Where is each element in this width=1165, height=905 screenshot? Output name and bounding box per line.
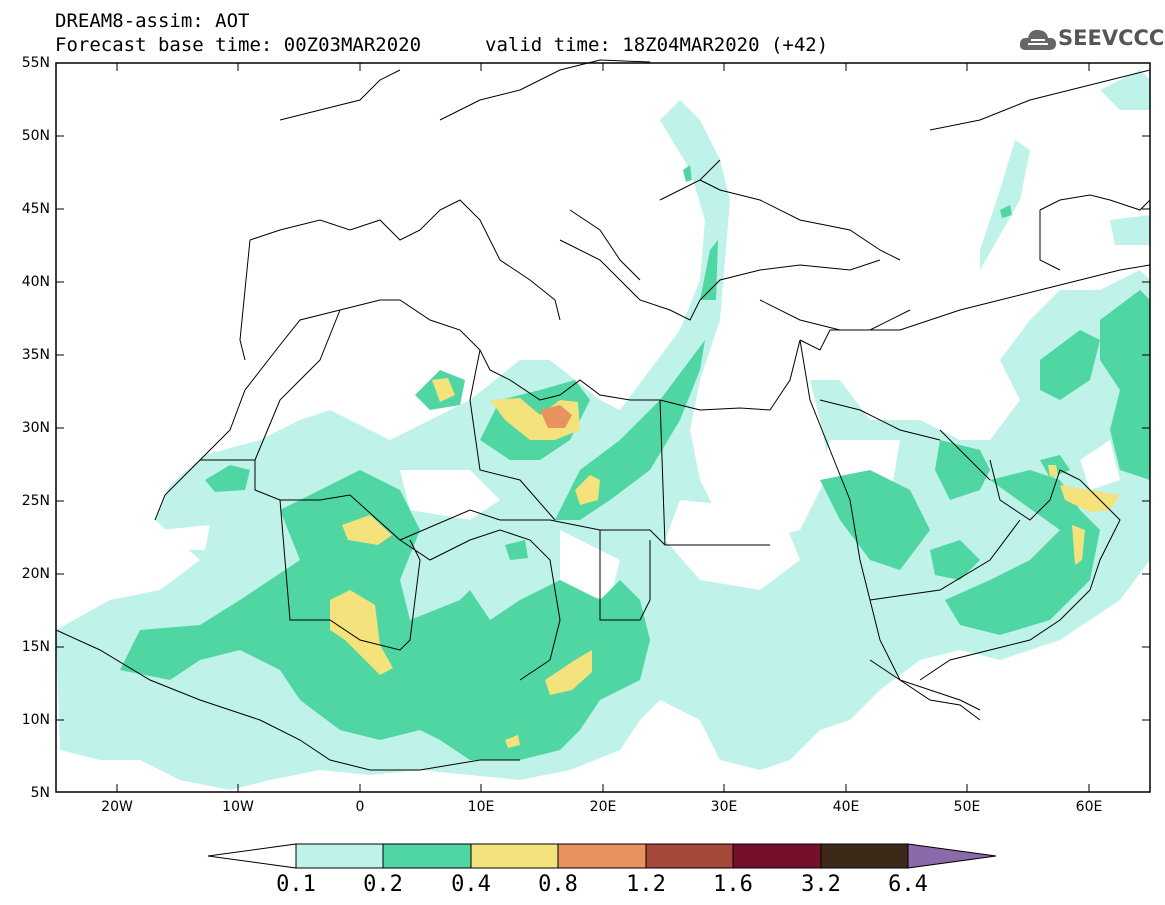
colorbar-bin-0.1-0.2 bbox=[295, 843, 384, 869]
axis-ticks bbox=[56, 62, 1150, 792]
colorbar-high-arrow bbox=[907, 843, 997, 869]
lat-label: 5N bbox=[30, 785, 50, 801]
lon-label: 40E bbox=[832, 799, 860, 815]
lat-label: 25N bbox=[21, 493, 50, 509]
colorbar-label: 0.4 bbox=[451, 872, 491, 897]
colorbar-label: 0.8 bbox=[538, 872, 578, 897]
seevccc-logo: SEEVCCC bbox=[1018, 24, 1164, 54]
lat-label: 20N bbox=[21, 566, 50, 582]
colorbar-bin-0.4-0.8 bbox=[470, 843, 559, 869]
lat-label: 50N bbox=[21, 128, 50, 144]
colorbar-bin-1.2-1.6 bbox=[645, 843, 734, 869]
colorbar-low-arrow bbox=[207, 843, 297, 869]
lat-label: 35N bbox=[21, 347, 50, 363]
lon-label: 0 bbox=[355, 799, 365, 815]
colorbar-bin-0.2-0.4 bbox=[382, 843, 472, 869]
colorbar-label: 3.2 bbox=[801, 872, 841, 897]
lat-label: 30N bbox=[21, 420, 50, 436]
lon-label: 50E bbox=[953, 799, 981, 815]
colorbar-label: 1.2 bbox=[626, 872, 666, 897]
colorbar bbox=[207, 843, 997, 869]
map-title: DREAM8-assim: AOT bbox=[55, 10, 250, 32]
colorbar-bin-1.6-3.2 bbox=[732, 843, 822, 869]
lat-label: 40N bbox=[21, 274, 50, 290]
lon-label: 60E bbox=[1075, 799, 1103, 815]
lon-label: 20E bbox=[589, 799, 617, 815]
lat-label: 55N bbox=[21, 55, 50, 71]
lon-label: 20W bbox=[101, 799, 133, 815]
coastlines bbox=[55, 59, 1151, 771]
lat-label: 10N bbox=[21, 712, 50, 728]
colorbar-label: 0.1 bbox=[276, 872, 316, 897]
aot-field bbox=[56, 70, 1150, 790]
logo-text: SEEVCCC bbox=[1058, 26, 1165, 50]
colorbar-label: 1.6 bbox=[713, 872, 753, 897]
lon-label: 10W bbox=[222, 799, 254, 815]
lon-label: 10E bbox=[467, 799, 495, 815]
colorbar-bin-0.8-1.2 bbox=[557, 843, 647, 869]
colorbar-bin-3.2-6.4 bbox=[820, 843, 909, 869]
valid-time: valid time: 18Z04MAR2020 (+42) bbox=[485, 34, 829, 56]
cloud-icon bbox=[1019, 29, 1056, 50]
lat-label: 45N bbox=[21, 201, 50, 217]
colorbar-label: 6.4 bbox=[888, 872, 928, 897]
lat-label: 15N bbox=[21, 639, 50, 655]
forecast-base-time: Forecast base time: 00Z03MAR2020 bbox=[55, 34, 422, 56]
lon-label: 30E bbox=[710, 799, 738, 815]
colorbar-label: 0.2 bbox=[363, 872, 403, 897]
